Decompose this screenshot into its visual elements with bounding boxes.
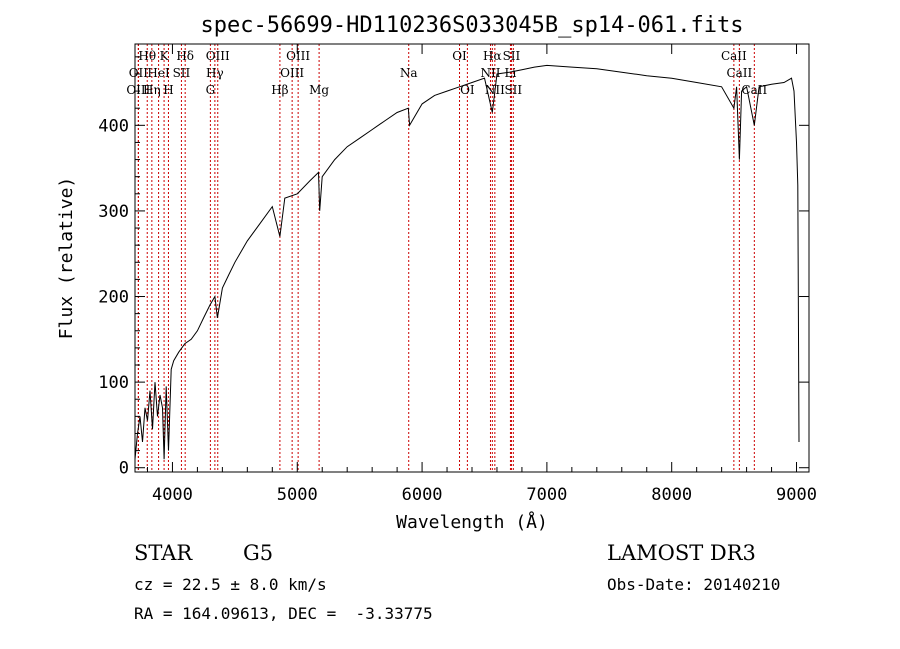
line-label-13: OIII xyxy=(286,49,310,63)
y-tick-label-1: 100 xyxy=(98,373,129,393)
line-label-23: Li xyxy=(505,66,517,80)
line-label-5: HeI xyxy=(147,66,170,80)
y-tick-label-0: 0 xyxy=(119,459,129,479)
survey-name: LAMOST DR3 xyxy=(607,541,756,565)
line-label-3: Hη xyxy=(143,83,161,97)
line-label-6: H xyxy=(163,83,173,97)
y-tick-label-3: 300 xyxy=(98,202,129,222)
subclass: G5 xyxy=(243,541,274,565)
x-tick-label-4: 8000 xyxy=(651,485,692,505)
object-class: STAR xyxy=(134,541,193,565)
line-label-24: SII xyxy=(504,83,522,97)
line-label-25: CaII xyxy=(721,49,747,63)
x-axis-ticks: 4000 5000 6000 7000 8000 9000 xyxy=(146,44,817,505)
line-label-16: Na xyxy=(400,66,418,80)
line-label-1: OII xyxy=(129,66,149,80)
line-label-17: OI xyxy=(452,49,467,63)
line-label-9: OIII xyxy=(206,49,230,63)
line-label-15: Mg xyxy=(309,83,329,97)
line-label-19: NII xyxy=(480,66,500,80)
line-label-8: SII xyxy=(173,66,191,80)
x-tick-label-5: 9000 xyxy=(776,485,817,505)
plot-frame xyxy=(134,43,810,473)
line-label-18: OI xyxy=(460,83,475,97)
line-label-14: OIII xyxy=(280,66,304,80)
x-tick-label-3: 7000 xyxy=(526,485,567,505)
line-label-21: Hα xyxy=(483,49,502,63)
obs-date-text: Obs-Date: 20140210 xyxy=(607,575,781,594)
line-label-2: OIII xyxy=(126,83,150,97)
y-axis-ticks: 0 100 200 300 400 xyxy=(98,56,809,479)
line-label-10: Hγ xyxy=(206,66,224,80)
line-label-11: G xyxy=(206,83,216,97)
x-axis-label: Wavelength (Å) xyxy=(396,511,548,533)
line-label-27: CaII xyxy=(741,83,767,97)
redshift-text: cz = 22.5 ± 8.0 km/s xyxy=(134,575,327,594)
coordinates-text: RA = 164.09613, DEC = -3.33775 xyxy=(134,604,433,623)
x-tick-label-2: 6000 xyxy=(402,485,443,505)
y-axis-label: Flux (relative) xyxy=(56,177,77,340)
y-tick-label-2: 200 xyxy=(98,288,129,308)
line-label-4: K xyxy=(160,49,170,63)
line-label-26: CaII xyxy=(726,66,752,80)
line-label-12: Hβ xyxy=(271,83,288,97)
line-label-22: SII xyxy=(503,49,521,63)
x-tick-label-0: 4000 xyxy=(152,485,193,505)
line-label-7: Hδ xyxy=(176,49,194,63)
spectral-line-markers xyxy=(137,44,755,472)
chart-title: spec-56699-HD110236S033045B_sp14-061.fit… xyxy=(200,13,743,38)
x-tick-label-1: 5000 xyxy=(277,485,318,505)
line-label-0: Hθ xyxy=(138,49,156,63)
flux-series-line xyxy=(134,64,800,460)
y-tick-label-4: 400 xyxy=(98,116,129,136)
